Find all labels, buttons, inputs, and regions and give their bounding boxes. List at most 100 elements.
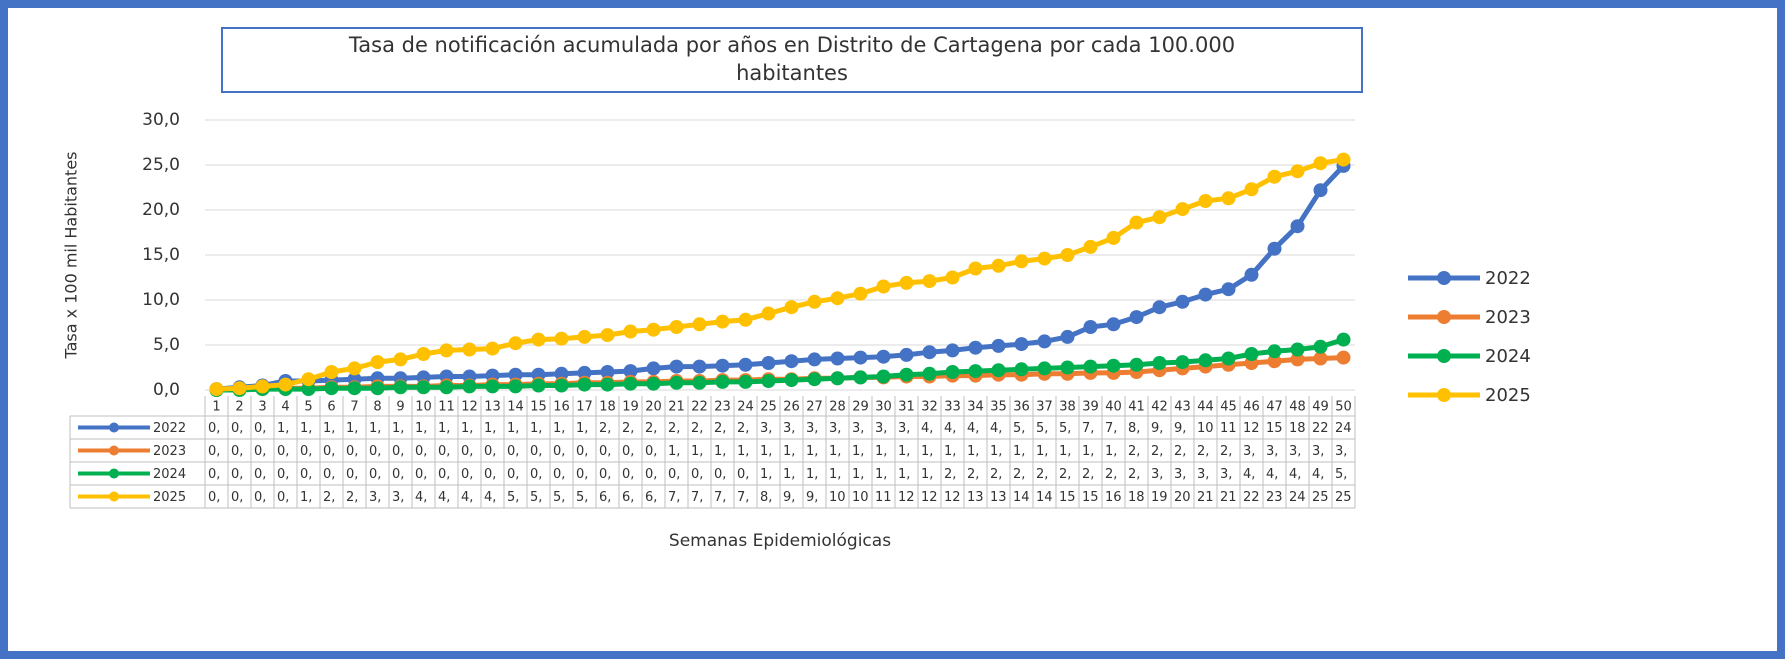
- table-cell: 11: [875, 490, 892, 505]
- data-point: [1060, 329, 1075, 344]
- x-tick-label: 16: [553, 400, 570, 415]
- table-cell: 3,: [1312, 444, 1324, 459]
- table-cell: 0,: [369, 467, 381, 482]
- data-point: [531, 378, 546, 393]
- table-cell: 10: [829, 490, 846, 505]
- data-point: [761, 306, 776, 321]
- table-cell: 9,: [783, 490, 795, 505]
- table-cell: 14: [1013, 490, 1030, 505]
- data-point: [922, 345, 937, 360]
- x-tick-label: 8: [373, 400, 381, 415]
- data-point: [1290, 219, 1305, 234]
- table-cell: 20: [1174, 490, 1191, 505]
- table-cell: 0,: [208, 444, 220, 459]
- table-cell: 13: [990, 490, 1007, 505]
- data-point: [1106, 230, 1121, 245]
- x-tick-label: 7: [350, 400, 358, 415]
- data-point: [623, 376, 638, 391]
- table-cell: 1,: [415, 421, 427, 436]
- table-cell: 2,: [714, 421, 726, 436]
- data-point: [876, 279, 891, 294]
- table-cell: 1,: [461, 421, 473, 436]
- table-cell: 1,: [990, 444, 1002, 459]
- x-tick-label: 50: [1335, 400, 1352, 415]
- x-tick-label: 44: [1197, 400, 1214, 415]
- table-cell: 3,: [852, 421, 864, 436]
- table-cell: 0,: [714, 467, 726, 482]
- table-series-name: 2022: [153, 421, 186, 436]
- data-point: [1037, 251, 1052, 266]
- table-cell: 15: [1266, 421, 1283, 436]
- x-tick-label: 18: [599, 400, 616, 415]
- x-tick-label: 31: [898, 400, 915, 415]
- x-tick-label: 12: [461, 400, 478, 415]
- table-cell: 2,: [1197, 444, 1209, 459]
- data-point: [715, 358, 730, 373]
- data-point: [1336, 152, 1351, 167]
- data-point: [669, 375, 684, 390]
- data-point: [1267, 169, 1282, 184]
- data-point: [1083, 320, 1098, 334]
- table-cell: 16: [1105, 490, 1122, 505]
- data-point: [1244, 347, 1259, 361]
- table-cell: 1,: [668, 444, 680, 459]
- data-point: [830, 291, 845, 306]
- x-tick-label: 21: [668, 400, 685, 415]
- table-cell: 2,: [323, 490, 335, 505]
- table-cell: 5,: [530, 490, 542, 505]
- data-point: [600, 328, 615, 343]
- table-cell: 0,: [484, 444, 496, 459]
- table-cell: 2,: [1105, 467, 1117, 482]
- legend-label: 2023: [1485, 307, 1531, 328]
- data-point: [508, 379, 523, 394]
- data-point: [347, 361, 362, 376]
- data-point: [278, 377, 293, 392]
- table-cell: 0,: [277, 490, 289, 505]
- data-point: [991, 258, 1006, 273]
- data-point: [715, 374, 730, 389]
- data-point: [1313, 339, 1328, 354]
- data-point: [554, 331, 569, 346]
- table-cell: 1,: [323, 421, 335, 436]
- table-cell: 5,: [1335, 467, 1347, 482]
- y-tick-label: 5,0: [153, 335, 180, 355]
- table-cell: 14: [1036, 490, 1053, 505]
- table-cell: 1,: [369, 421, 381, 436]
- table-cell: 3,: [1151, 467, 1163, 482]
- data-point: [692, 317, 707, 332]
- table-cell: 6,: [645, 490, 657, 505]
- data-point: [1106, 358, 1121, 373]
- data-point: [1152, 210, 1167, 225]
- table-cell: 0,: [622, 444, 634, 459]
- table-cell: 3,: [1289, 444, 1301, 459]
- data-point: [1152, 356, 1167, 370]
- table-cell: 2,: [346, 490, 358, 505]
- data-point: [1060, 360, 1075, 375]
- data-point: [738, 374, 753, 389]
- table-cell: 0,: [323, 467, 335, 482]
- data-point: [1336, 350, 1351, 365]
- table-cell: 18: [1128, 490, 1145, 505]
- x-tick-label: 36: [1013, 400, 1030, 415]
- x-tick-label: 48: [1289, 400, 1306, 415]
- table-cell: 0,: [346, 467, 358, 482]
- table-cell: 1,: [783, 444, 795, 459]
- table-cell: 2,: [691, 421, 703, 436]
- data-point: [715, 314, 730, 329]
- table-cell: 4,: [1266, 467, 1278, 482]
- data-point: [853, 286, 868, 301]
- table-cell: 3,: [806, 421, 818, 436]
- x-tick-label: 39: [1082, 400, 1099, 415]
- data-point: [1129, 310, 1144, 325]
- legend-marker: [1437, 388, 1451, 402]
- data-point: [968, 340, 983, 355]
- table-cell: 1,: [737, 444, 749, 459]
- table-cell: 5,: [576, 490, 588, 505]
- x-tick-label: 40: [1105, 400, 1122, 415]
- data-point: [968, 261, 983, 276]
- data-point: [738, 312, 753, 327]
- data-point: [301, 372, 316, 387]
- table-cell: 5,: [1059, 421, 1071, 436]
- chart-title: habitantes: [736, 61, 848, 85]
- table-cell: 24: [1289, 490, 1306, 505]
